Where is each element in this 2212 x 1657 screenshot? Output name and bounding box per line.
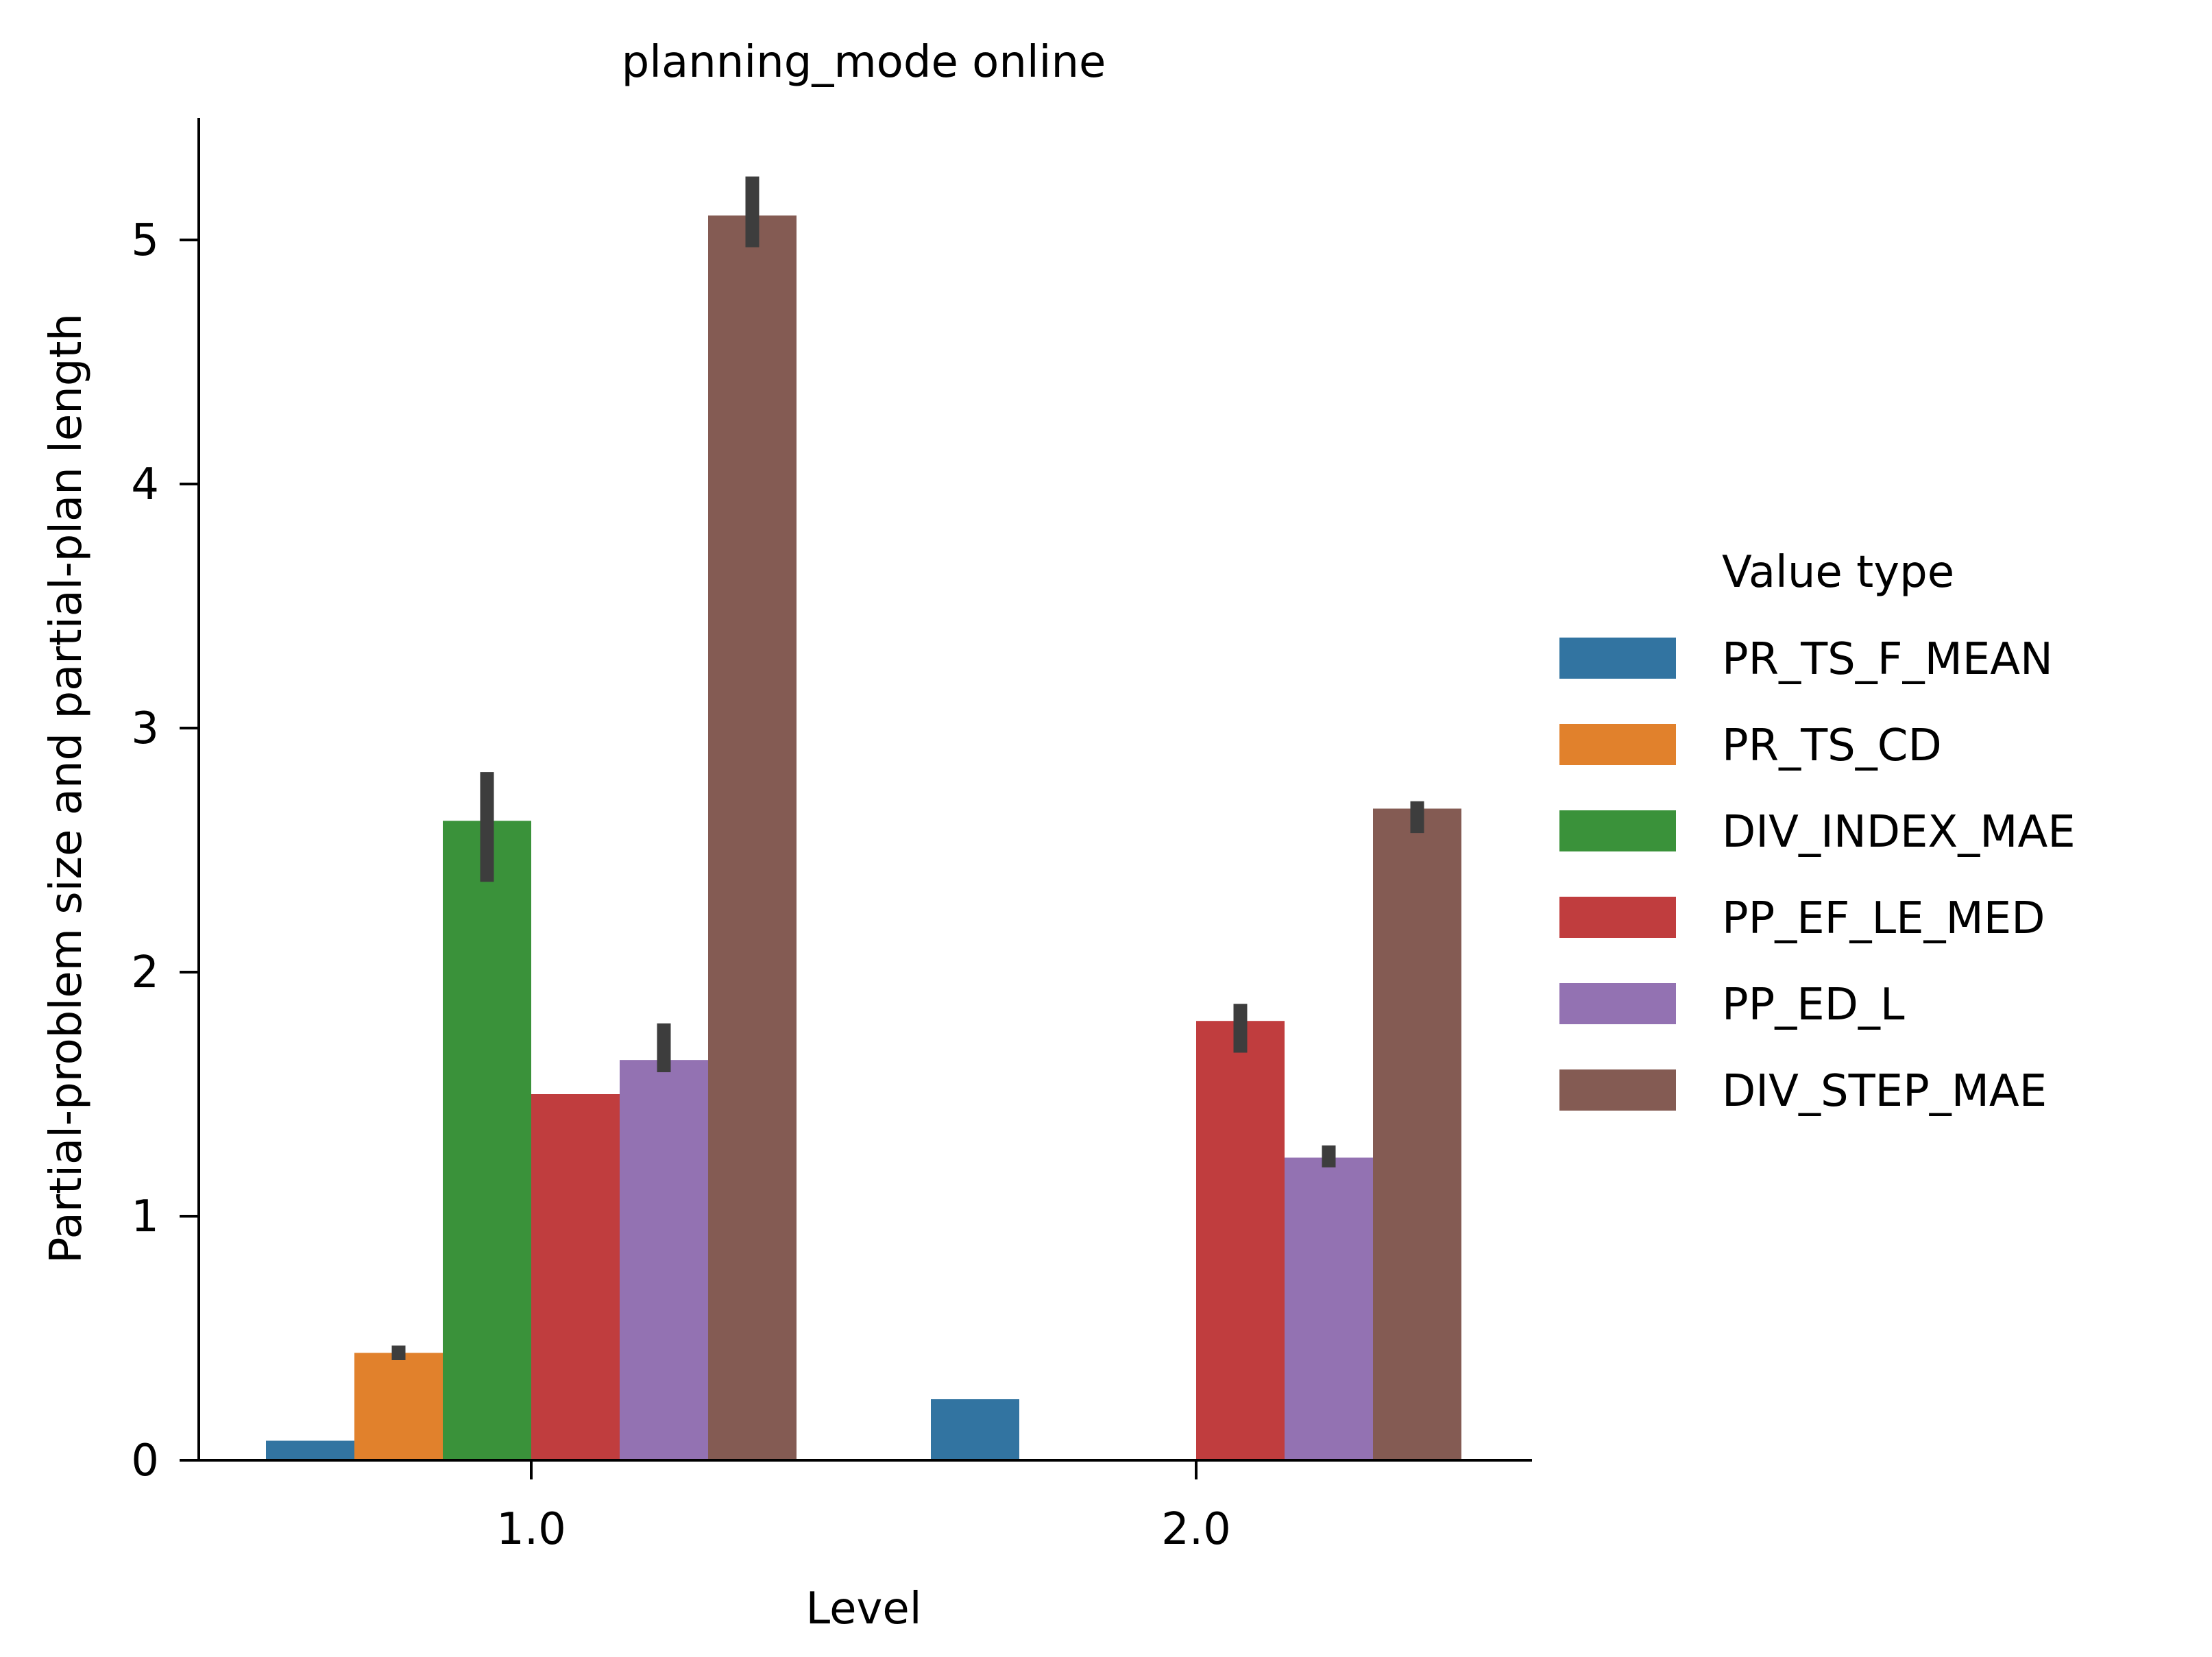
bar-div-index-mae-1-0 (443, 821, 531, 1460)
x-axis-label: Level (806, 1584, 922, 1634)
bar-pp-ed-l-1-0 (620, 1060, 708, 1460)
x-tick-label: 1.0 (496, 1504, 566, 1555)
legend-label: PP_ED_L (1722, 980, 1905, 1030)
legend-swatch (1559, 724, 1676, 765)
y-tick-label: 0 (131, 1436, 159, 1486)
bar-pr-ts-f-mean-1-0 (266, 1440, 354, 1460)
legend-swatch (1559, 1069, 1676, 1111)
legend-label: DIV_INDEX_MAE (1722, 807, 2076, 858)
legend-label: PR_TS_F_MEAN (1722, 634, 2053, 685)
error-bars-group (391, 176, 1424, 1361)
bar-pr-ts-f-mean-2-0 (931, 1399, 1019, 1460)
legend-swatch (1559, 897, 1676, 938)
bar-pp-ed-l-2-0 (1285, 1157, 1373, 1460)
legend-swatch (1559, 638, 1676, 679)
bar-pr-ts-cd-1-0 (354, 1353, 443, 1460)
legend: Value type PR_TS_F_MEAN PR_TS_CD DIV_INDEX… (1559, 547, 2076, 1117)
legend-label: DIV_STEP_MAE (1722, 1066, 2047, 1117)
bar-pp-ef-le-med-1-0 (531, 1094, 620, 1460)
legend-label: PP_EF_LE_MED (1722, 893, 2045, 944)
legend-title: Value type (1722, 547, 1954, 598)
legend-swatch (1559, 983, 1676, 1024)
legend-swatch (1559, 810, 1676, 851)
y-tick-label: 2 (131, 947, 159, 998)
bars-group (266, 215, 1461, 1460)
y-tick-label: 5 (131, 215, 159, 266)
bar-pp-ef-le-med-2-0 (1196, 1021, 1285, 1460)
chart-title: planning_mode online (622, 37, 1106, 88)
y-axis-label: Partial-problem size and partial-plan le… (41, 313, 92, 1263)
legend-items: PR_TS_F_MEAN PR_TS_CD DIV_INDEX_MAE PP_EF_L… (1559, 634, 2076, 1117)
bar-div-step-mae-1-0 (708, 215, 797, 1460)
bar-div-step-mae-2-0 (1373, 808, 1461, 1460)
x-tick-label: 2.0 (1161, 1504, 1231, 1555)
y-tick-label: 3 (131, 703, 159, 754)
x-ticks-group: 1.0 2.0 (496, 1460, 1231, 1555)
legend-label: PR_TS_CD (1722, 721, 1942, 771)
y-tick-label: 4 (131, 459, 159, 510)
y-ticks-group: 0 1 2 3 4 5 (131, 215, 199, 1486)
y-tick-label: 1 (131, 1192, 159, 1242)
